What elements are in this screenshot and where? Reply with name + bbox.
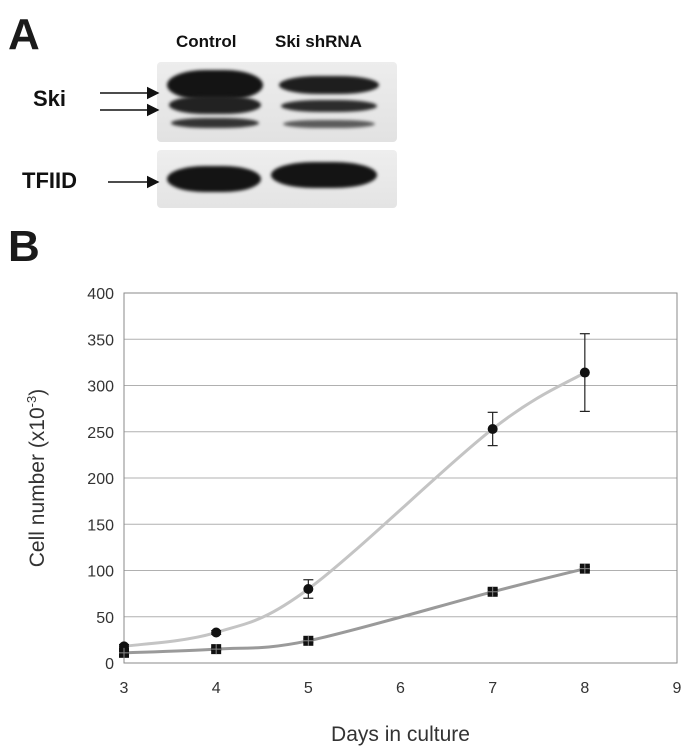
- y-tick-label: 0: [105, 656, 114, 673]
- series-line-square: [123, 567, 586, 655]
- x-tick-label: 3: [120, 680, 129, 697]
- y-axis-label-superscript: -3: [24, 396, 39, 408]
- x-tick-label: 4: [212, 680, 221, 697]
- y-tick-label: 250: [87, 425, 114, 442]
- x-axis-label: Days in culture: [331, 723, 470, 746]
- ski-band-control-upper: [167, 70, 263, 100]
- ski-band-control-mid: [169, 96, 261, 114]
- data-point-circle: [579, 367, 590, 378]
- data-series: [119, 333, 590, 658]
- ski-band-shrna-mid: [281, 100, 377, 112]
- grid-lines: [124, 292, 677, 664]
- x-tick-label: 9: [673, 680, 682, 697]
- y-tick-label: 200: [87, 471, 114, 488]
- y-tick-label: 300: [87, 379, 114, 396]
- x-tick-label: 7: [488, 680, 497, 697]
- x-tick-label: 8: [580, 680, 589, 697]
- tfiid-blot-image: [157, 150, 397, 208]
- plot-area-frame: [123, 292, 678, 664]
- x-tick-label: 5: [304, 680, 313, 697]
- panel-a-letter: A: [8, 10, 40, 59]
- series-line-circle: [123, 371, 586, 648]
- row-label-ski: Ski: [33, 86, 67, 111]
- row-label-tfiid: TFIID: [22, 168, 77, 193]
- y-tick-label: 50: [96, 610, 114, 627]
- data-point-circle: [303, 584, 314, 594]
- data-point-circle: [487, 423, 498, 434]
- y-tick-label: 350: [87, 332, 114, 349]
- tfiid-band-shrna: [271, 162, 377, 188]
- y-tick-label: 150: [87, 517, 114, 534]
- panel-b-letter: B: [8, 222, 40, 271]
- ski-band-control-lower: [171, 118, 259, 128]
- y-tick-label: 400: [87, 286, 114, 303]
- y-axis-label-main: Cell number (x10: [26, 407, 49, 567]
- ski-blot-image: [157, 62, 397, 142]
- ski-band-shrna-upper: [279, 76, 379, 94]
- x-axis-ticks: 3 4 5 6 7 8 9: [120, 680, 682, 697]
- lane-label-control: Control: [176, 32, 237, 51]
- x-tick-label: 6: [396, 680, 405, 697]
- ski-band-shrna-lower: [283, 120, 375, 128]
- y-axis-ticks: 0 50 100 150 200 250 300 350 400: [87, 286, 114, 673]
- data-point-circle: [211, 627, 222, 638]
- y-axis-label-close: ): [26, 389, 49, 396]
- tfiid-band-control: [167, 166, 261, 192]
- y-tick-label: 100: [87, 564, 114, 581]
- lane-label-ski-shrna: Ski shRNA: [275, 32, 362, 51]
- y-axis-label: Cell number (x10-3): [24, 389, 49, 567]
